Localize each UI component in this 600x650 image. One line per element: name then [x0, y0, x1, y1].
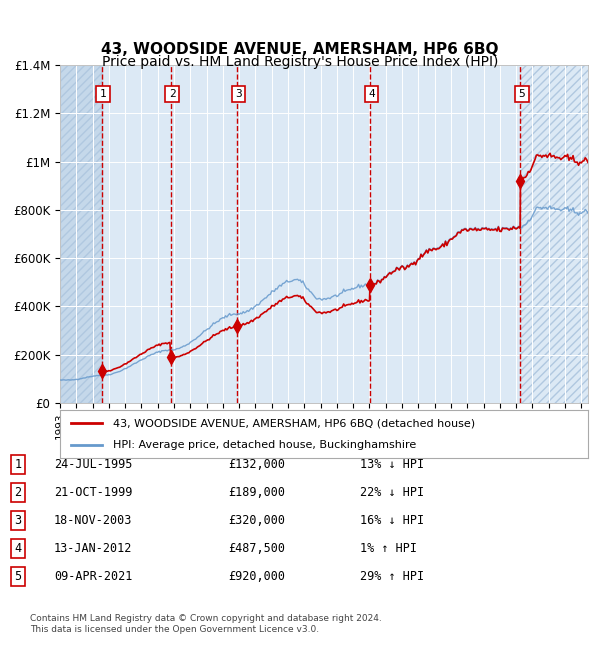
Text: 43, WOODSIDE AVENUE, AMERSHAM, HP6 6BQ (detached house): 43, WOODSIDE AVENUE, AMERSHAM, HP6 6BQ (…: [113, 418, 475, 428]
Text: 2: 2: [169, 89, 176, 99]
Text: 09-APR-2021: 09-APR-2021: [54, 570, 133, 583]
Text: 4: 4: [368, 89, 375, 99]
Text: Contains HM Land Registry data © Crown copyright and database right 2024.
This d: Contains HM Land Registry data © Crown c…: [30, 614, 382, 634]
Text: 3: 3: [14, 514, 22, 527]
Text: £920,000: £920,000: [228, 570, 285, 583]
Text: £487,500: £487,500: [228, 542, 285, 555]
Text: 22% ↓ HPI: 22% ↓ HPI: [360, 486, 424, 499]
Text: 1: 1: [14, 458, 22, 471]
Text: 18-NOV-2003: 18-NOV-2003: [54, 514, 133, 527]
Text: Price paid vs. HM Land Registry's House Price Index (HPI): Price paid vs. HM Land Registry's House …: [102, 55, 498, 70]
Text: 1: 1: [100, 89, 106, 99]
Text: £189,000: £189,000: [228, 486, 285, 499]
Text: HPI: Average price, detached house, Buckinghamshire: HPI: Average price, detached house, Buck…: [113, 439, 416, 450]
Text: 24-JUL-1995: 24-JUL-1995: [54, 458, 133, 471]
Text: £320,000: £320,000: [228, 514, 285, 527]
Text: 43, WOODSIDE AVENUE, AMERSHAM, HP6 6BQ: 43, WOODSIDE AVENUE, AMERSHAM, HP6 6BQ: [101, 42, 499, 57]
Text: 16% ↓ HPI: 16% ↓ HPI: [360, 514, 424, 527]
Text: 4: 4: [14, 542, 22, 555]
Text: 3: 3: [235, 89, 242, 99]
Text: 29% ↑ HPI: 29% ↑ HPI: [360, 570, 424, 583]
Text: 5: 5: [14, 570, 22, 583]
Text: 21-OCT-1999: 21-OCT-1999: [54, 486, 133, 499]
Text: 2: 2: [14, 486, 22, 499]
Text: 1% ↑ HPI: 1% ↑ HPI: [360, 542, 417, 555]
Text: 13-JAN-2012: 13-JAN-2012: [54, 542, 133, 555]
Bar: [60, 65, 101, 403]
Text: £132,000: £132,000: [228, 458, 285, 471]
Text: 5: 5: [518, 89, 525, 99]
Text: 13% ↓ HPI: 13% ↓ HPI: [360, 458, 424, 471]
